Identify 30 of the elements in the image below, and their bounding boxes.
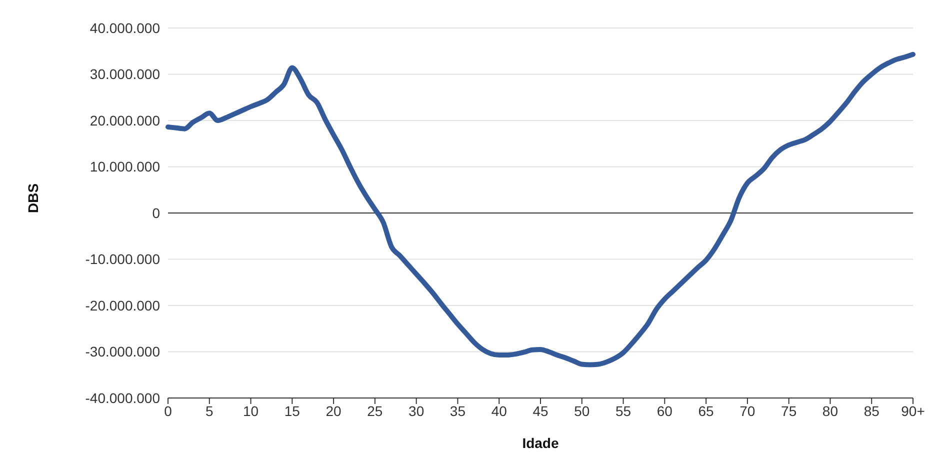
y-axis-title: DBS <box>24 183 41 213</box>
x-tick-label: 85 <box>864 402 880 419</box>
x-tick-label: 10 <box>242 402 259 419</box>
x-tick-label: 35 <box>450 402 466 419</box>
x-tick-label: 75 <box>781 402 797 419</box>
x-tick-label: 45 <box>532 402 548 419</box>
x-tick-label: 65 <box>698 402 714 419</box>
x-tick-label: 55 <box>615 402 632 419</box>
y-tick-label: 40.000.000 <box>90 20 160 36</box>
x-tick-label: 80 <box>822 402 838 419</box>
x-tick-label: 20 <box>326 402 342 419</box>
x-tick-label: 5 <box>205 402 214 419</box>
x-tick-label: 15 <box>284 402 300 419</box>
x-tick-label: 90+ <box>901 402 925 419</box>
x-tick-label: 40 <box>491 402 508 419</box>
x-tick-label: 70 <box>740 402 756 419</box>
x-tick-label: 60 <box>656 402 673 419</box>
x-tick-label: 0 <box>164 402 172 419</box>
x-tick-label: 50 <box>574 402 590 419</box>
y-tick-label: 10.000.000 <box>90 158 160 175</box>
y-tick-label: -30.000.000 <box>85 344 160 360</box>
x-tick-label: 25 <box>367 402 383 419</box>
y-tick-label: 30.000.000 <box>90 66 160 82</box>
y-tick-label: 0 <box>152 204 160 221</box>
x-axis-title: Idade <box>522 435 559 451</box>
x-tick-label: 30 <box>408 402 424 419</box>
y-tick-label: -40.000.000 <box>85 390 160 406</box>
y-tick-label: -10.000.000 <box>85 251 160 268</box>
y-tick-label: 20.000.000 <box>90 112 160 128</box>
y-tick-label: -20.000.000 <box>85 297 160 314</box>
